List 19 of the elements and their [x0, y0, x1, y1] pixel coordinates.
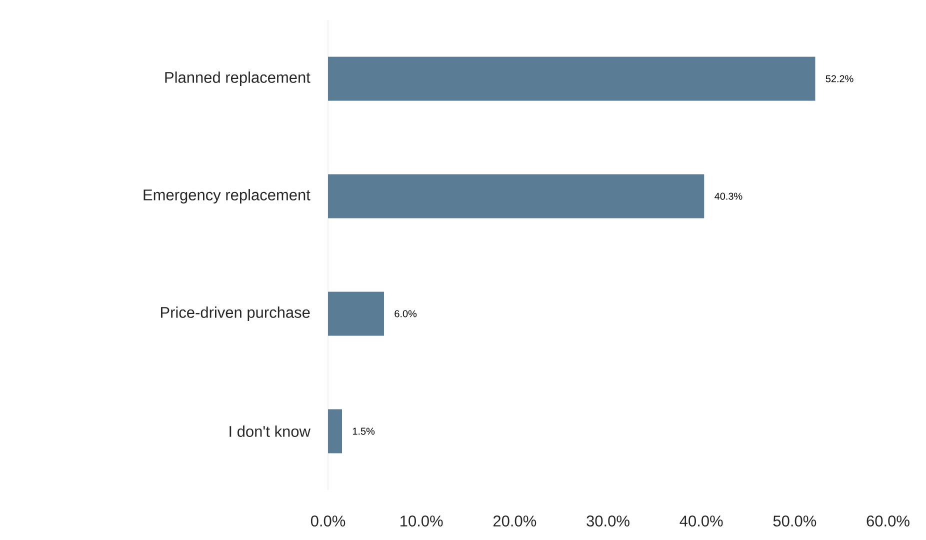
bar: [328, 292, 384, 336]
x-tick-label: 40.0%: [680, 516, 723, 527]
y-tick-label: I don't know: [230, 426, 311, 437]
y-tick-label: Planned replacement: [165, 72, 310, 86]
data-label: 6.0%: [394, 310, 417, 318]
bar: [328, 409, 342, 454]
x-tick-label: 0.0%: [310, 516, 346, 527]
x-tick-label: 30.0%: [586, 516, 630, 527]
x-tick-label: 60.0%: [866, 516, 910, 527]
x-tick-label: 20.0%: [493, 516, 536, 527]
data-label: 52.2%: [826, 75, 854, 82]
bar: [328, 56, 816, 101]
x-tick-label: 10.0%: [400, 516, 443, 527]
data-label: 40.3%: [714, 192, 742, 200]
bar: [328, 174, 704, 218]
data-label: 1.5%: [352, 428, 375, 435]
y-tick-label: Emergency replacement: [144, 189, 310, 204]
x-tick-label: 50.0%: [773, 516, 816, 527]
y-tick-label: Price-driven purchase: [160, 306, 310, 321]
